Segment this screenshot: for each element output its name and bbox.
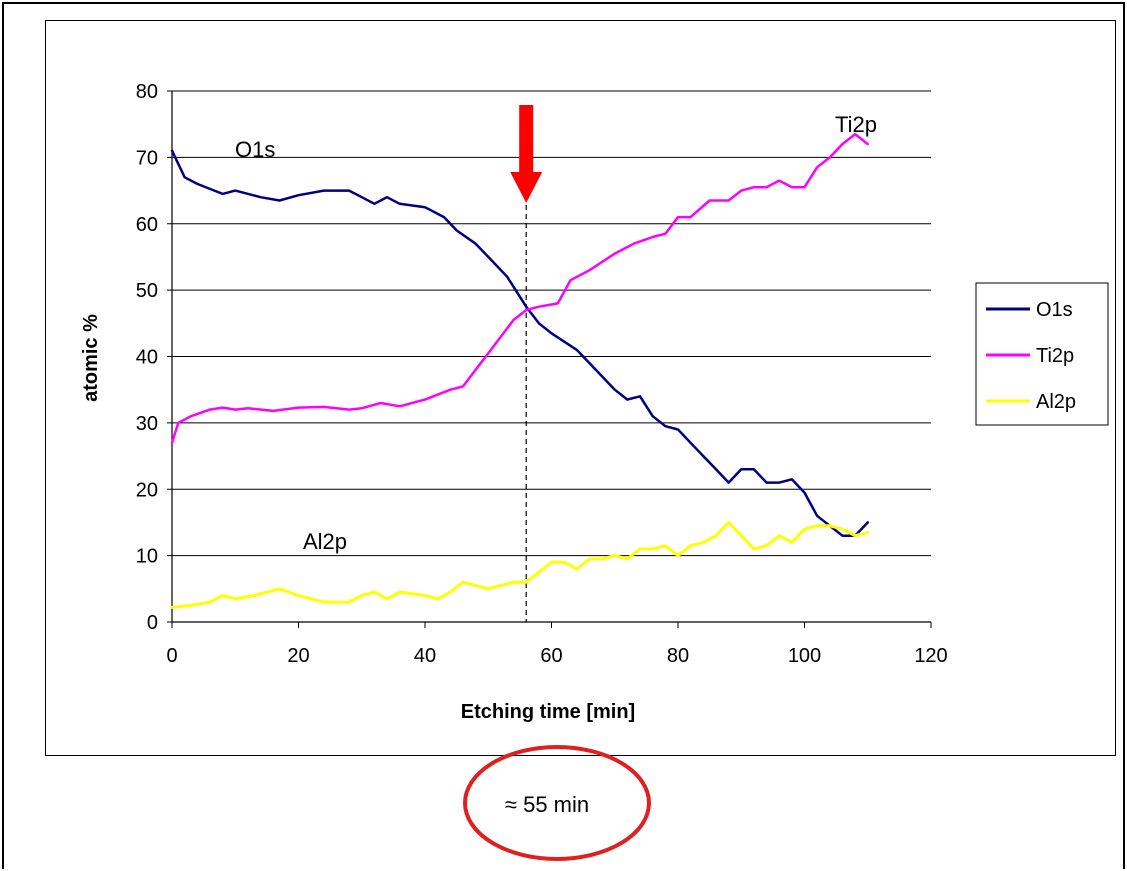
series-label-ti2p: Ti2p [835,112,877,137]
x-tick-label: 120 [914,645,947,667]
red-arrow-icon [510,105,543,203]
x-tick-label: 100 [788,645,821,667]
x-tick-label: 80 [667,645,689,667]
series-label-al2p: Al2p [303,529,347,554]
x-tick-label: 20 [287,645,309,667]
x-axis-title: Etching time [min] [461,701,635,723]
x-tick-label: 40 [414,645,436,667]
y-tick-label: 40 [136,347,158,369]
legend: O1s Ti2p Al2p [975,282,1109,426]
y-tick-label: 50 [136,280,158,302]
y-tick-label: 30 [136,413,158,435]
circled-note: ≈ 55 min [505,792,589,817]
series-line-ti2p [170,132,870,445]
y-tick-labels: 0 10 20 30 40 50 60 70 80 [136,81,158,634]
series-line-o1s [170,149,870,537]
y-axis-title: atomic % [80,314,102,402]
chart-area-border [45,20,1116,756]
y-tick-label: 80 [136,81,158,103]
series-label-o1s: O1s [235,137,275,162]
gridlines [172,90,931,557]
x-tick-labels: 0 20 40 60 80 100 120 [166,645,947,667]
legend-label-o1s: O1s [1036,299,1073,321]
y-tick-label: 70 [136,147,158,169]
series-line-al2p [170,520,870,609]
x-tick-label: 60 [540,645,562,667]
y-tick-label: 60 [136,214,158,236]
y-tick-label: 0 [147,612,158,634]
y-tick-label: 10 [136,546,158,568]
highlight-circle [463,745,651,861]
legend-label-al2p: Al2p [1036,391,1076,413]
axes [167,90,932,628]
legend-label-ti2p: Ti2p [1036,345,1074,367]
x-tick-label: 0 [166,645,177,667]
series-lines [170,132,870,609]
y-tick-label: 20 [136,479,158,501]
